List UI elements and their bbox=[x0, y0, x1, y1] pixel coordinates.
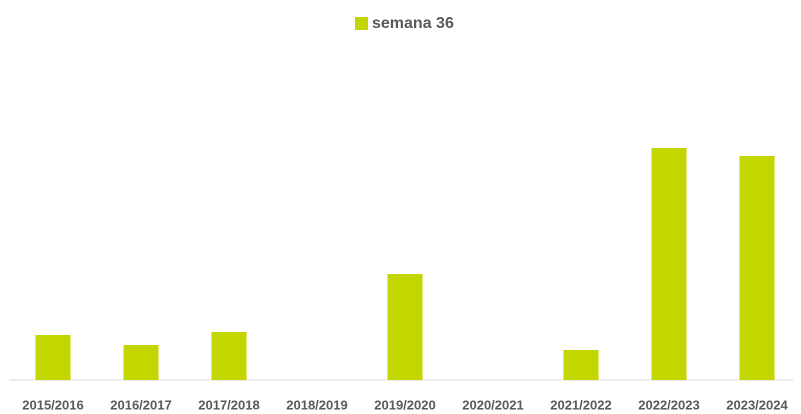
bar bbox=[35, 335, 71, 380]
bar bbox=[563, 350, 599, 380]
bar bbox=[651, 148, 687, 380]
x-tick-label: 2019/2020 bbox=[374, 397, 435, 412]
x-tick-label: 2022/2023 bbox=[638, 397, 699, 412]
bar bbox=[211, 332, 247, 380]
legend-swatch bbox=[355, 17, 368, 30]
x-tick-label: 2016/2017 bbox=[110, 397, 171, 412]
x-tick-label: 2015/2016 bbox=[22, 397, 83, 412]
x-tick-label: 2020/2021 bbox=[462, 397, 523, 412]
legend-label: semana 36 bbox=[372, 15, 454, 32]
x-tick-label: 2017/2018 bbox=[198, 397, 259, 412]
x-tick-label: 2023/2024 bbox=[726, 397, 788, 412]
bar bbox=[123, 345, 159, 380]
bar bbox=[387, 274, 423, 380]
bar bbox=[739, 156, 775, 380]
x-tick-label: 2018/2019 bbox=[286, 397, 347, 412]
x-tick-label: 2021/2022 bbox=[550, 397, 611, 412]
